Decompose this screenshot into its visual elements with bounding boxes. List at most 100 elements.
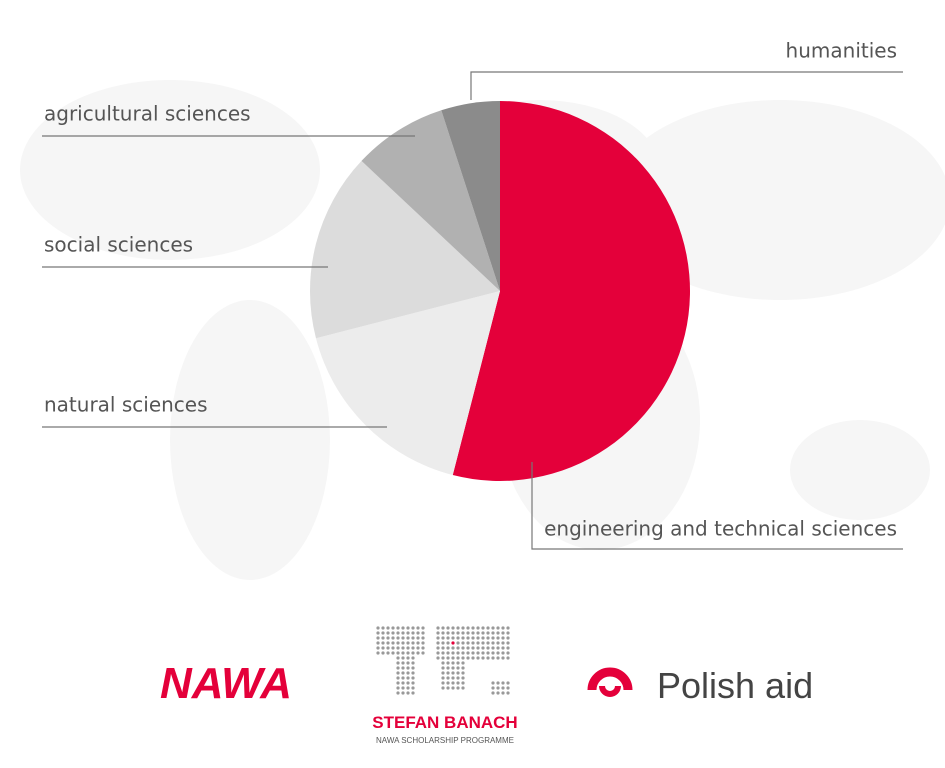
logo-dot bbox=[441, 631, 445, 635]
logo-dot bbox=[411, 656, 415, 660]
logo-dot bbox=[406, 646, 410, 650]
logo-dot bbox=[486, 641, 490, 645]
logo-icon bbox=[587, 667, 633, 691]
logo-dot bbox=[451, 651, 455, 655]
logo-dot bbox=[411, 631, 415, 635]
logo-dot bbox=[481, 636, 485, 640]
logo-dot bbox=[401, 681, 405, 685]
logo-dot bbox=[396, 641, 400, 645]
logo-dot bbox=[396, 691, 400, 695]
logo-dot bbox=[476, 641, 480, 645]
logo-dot bbox=[396, 656, 400, 660]
logo-dot bbox=[471, 626, 475, 630]
logo-dot bbox=[391, 631, 395, 635]
logo-subtitle: NAWA SCHOLARSHIP PROGRAMME bbox=[376, 736, 514, 745]
logo-dot bbox=[396, 646, 400, 650]
logo-dot bbox=[381, 631, 385, 635]
logo-text: Polish aid bbox=[657, 665, 813, 706]
logo-dot bbox=[406, 666, 410, 670]
logo-dot bbox=[441, 681, 445, 685]
logo-dot bbox=[456, 656, 460, 660]
logo-dot bbox=[481, 646, 485, 650]
logo-dot bbox=[396, 671, 400, 675]
logo-dot bbox=[406, 671, 410, 675]
logo-dot bbox=[391, 646, 395, 650]
slice-label: social sciences bbox=[44, 233, 193, 257]
logo-dot bbox=[496, 636, 500, 640]
logo-dot bbox=[451, 631, 455, 635]
logo-dot bbox=[436, 626, 440, 630]
polish-aid-logo: Polish aid bbox=[587, 665, 813, 706]
logo-dot bbox=[406, 681, 410, 685]
logo-dot bbox=[496, 626, 500, 630]
logo-dot bbox=[436, 636, 440, 640]
logo-dot bbox=[476, 626, 480, 630]
logo-dot bbox=[496, 651, 500, 655]
logo-dot bbox=[471, 656, 475, 660]
logo-dot bbox=[376, 626, 380, 630]
logo-dot bbox=[486, 646, 490, 650]
logo-dot bbox=[456, 661, 460, 665]
logo-dot bbox=[461, 666, 465, 670]
logo-dot bbox=[416, 636, 420, 640]
logo-dot bbox=[456, 681, 460, 685]
logo-dot bbox=[456, 631, 460, 635]
logo-dot bbox=[411, 666, 415, 670]
logo-dot bbox=[396, 651, 400, 655]
logo-dot bbox=[446, 671, 450, 675]
logo-dot bbox=[406, 651, 410, 655]
pie-slice bbox=[452, 101, 691, 481]
logo-dot bbox=[406, 626, 410, 630]
logo-dot bbox=[446, 641, 450, 645]
logo-dot bbox=[491, 626, 495, 630]
logo-dot bbox=[461, 671, 465, 675]
logo-dot bbox=[506, 646, 510, 650]
logo-dot bbox=[441, 646, 445, 650]
pie-slice bbox=[310, 160, 500, 339]
logo-dot bbox=[446, 636, 450, 640]
logo-dot bbox=[391, 626, 395, 630]
logo-dot bbox=[441, 666, 445, 670]
logo-dot bbox=[411, 641, 415, 645]
logo-dot bbox=[416, 651, 420, 655]
logo-dot bbox=[396, 631, 400, 635]
logo-dot bbox=[501, 626, 505, 630]
logo-dot bbox=[446, 651, 450, 655]
slice-label: humanities bbox=[786, 39, 897, 63]
logo-dot bbox=[461, 626, 465, 630]
logo-dot bbox=[456, 671, 460, 675]
logo-dot bbox=[466, 646, 470, 650]
logo-dot bbox=[466, 626, 470, 630]
logo-dot bbox=[496, 681, 500, 685]
logo-dot bbox=[446, 626, 450, 630]
logo-dot bbox=[416, 631, 420, 635]
logo-dot bbox=[396, 676, 400, 680]
logo-dot bbox=[376, 641, 380, 645]
slice-label: engineering and technical sciences bbox=[544, 517, 897, 541]
logo-dot bbox=[396, 666, 400, 670]
logo-dot bbox=[406, 656, 410, 660]
logo-dot bbox=[501, 686, 505, 690]
logo-dot bbox=[471, 641, 475, 645]
logo-dot bbox=[376, 651, 380, 655]
pie-slice bbox=[361, 110, 500, 292]
logo-dot bbox=[391, 641, 395, 645]
logo-dot bbox=[421, 651, 425, 655]
logo-dot bbox=[476, 651, 480, 655]
logo-dot bbox=[446, 661, 450, 665]
logo-dot bbox=[476, 631, 480, 635]
logo-dot bbox=[486, 656, 490, 660]
logo-dot bbox=[491, 681, 495, 685]
logo-dot bbox=[436, 656, 440, 660]
logo-dot bbox=[461, 646, 465, 650]
logo-text: STEFAN BANACH bbox=[372, 713, 517, 732]
logo-dot bbox=[451, 626, 455, 630]
logo-dot bbox=[406, 641, 410, 645]
logo-dot bbox=[441, 636, 445, 640]
logo-dot bbox=[461, 681, 465, 685]
logo-dot bbox=[506, 631, 510, 635]
logo-dot bbox=[451, 686, 455, 690]
logo-dot bbox=[436, 631, 440, 635]
logo-dot bbox=[466, 636, 470, 640]
